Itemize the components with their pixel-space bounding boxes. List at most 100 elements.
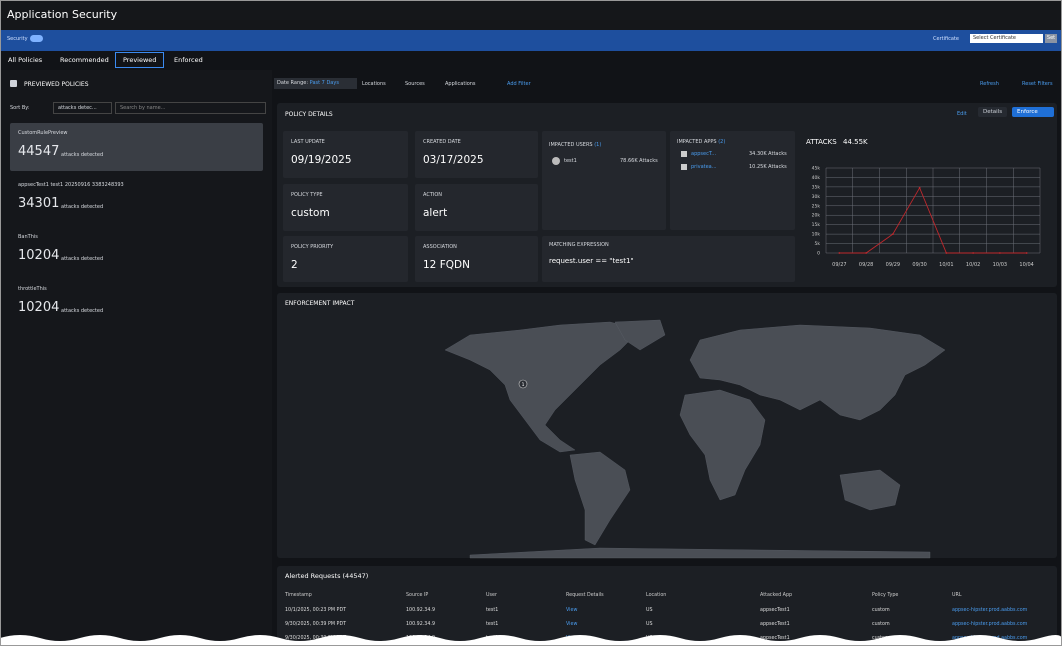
column-header: Request Details: [566, 592, 604, 598]
table-cell: 10/1/2025, 00:23 PM PDT: [285, 607, 346, 613]
column-header: Policy Type: [872, 592, 898, 598]
field-label: ACTION: [423, 192, 443, 198]
certificate-select[interactable]: Select Certificate: [970, 34, 1043, 43]
date-filter[interactable]: Date Range: Past 7 Days: [274, 78, 357, 89]
table-cell[interactable]: View: [566, 607, 577, 613]
expression-card: [542, 236, 795, 282]
field-card: [283, 184, 408, 231]
sort-select[interactable]: attacks detec...: [53, 102, 112, 114]
field-label: POLICY PRIORITY: [291, 244, 334, 250]
x-tick-label: 10/04: [1019, 262, 1033, 268]
column-header: Timestamp: [284, 592, 312, 598]
applications-filter[interactable]: Applications: [445, 81, 476, 87]
policies-icon: [10, 80, 17, 87]
sidebar-title: PREVIEWED POLICIES: [24, 81, 89, 88]
field-value: 03/17/2025: [423, 154, 484, 166]
users-card: [542, 131, 666, 230]
policy-name: BanThis: [18, 234, 38, 240]
apps-card: [670, 131, 795, 230]
search-input[interactable]: Search by name...: [115, 102, 266, 114]
point: [918, 186, 921, 189]
policy-name: throttleThis: [18, 286, 47, 292]
nav-tab[interactable]: Enforced: [174, 56, 203, 64]
table-cell: appsecTest1: [760, 607, 790, 613]
apps-title-text: IMPACTED APPS: [677, 139, 717, 145]
app-title: Application Security: [7, 8, 118, 21]
table-cell[interactable]: appsec-hipster.prod.aabbs.com: [952, 607, 1028, 613]
policy-count: 10204: [18, 300, 60, 315]
field-label: LAST UPDATE: [291, 139, 325, 145]
app-name: appsecT...: [691, 151, 717, 157]
table-cell: test1: [486, 607, 498, 613]
apps-count: (2): [718, 139, 726, 145]
user-icon: [552, 157, 560, 165]
security-label: Security: [7, 36, 28, 42]
table-cell: 100.92.34.9: [406, 621, 435, 627]
y-tick-label: 10k: [812, 232, 821, 238]
table-cell: custom: [872, 621, 890, 627]
x-tick-label: 10/02: [966, 262, 980, 268]
policy-count-label: attacks detected: [61, 256, 104, 262]
y-tick-label: 40k: [812, 175, 821, 181]
field-value: 2: [291, 259, 298, 271]
x-tick-label: 09/29: [886, 262, 900, 268]
chart-title: ATTACKS: [806, 138, 837, 146]
field-value: custom: [291, 207, 330, 219]
nav-tab[interactable]: Recommended: [60, 56, 109, 64]
table-cell: 9/30/2025, 00:39 PM PDT: [285, 621, 346, 627]
line: [839, 186, 1027, 254]
point: [865, 252, 868, 254]
point: [972, 252, 975, 254]
add-filter[interactable]: Add Filter: [507, 81, 531, 87]
reset-filters[interactable]: Reset Filters: [1022, 81, 1053, 87]
map-marker-label: 1: [522, 382, 525, 388]
policy-count: 44547: [18, 144, 60, 159]
user-attacks: 78.66K Attacks: [620, 158, 658, 164]
field-card: [415, 131, 538, 178]
policy-count-label: attacks detected: [61, 152, 104, 158]
table-cell: appsecTest1: [760, 635, 790, 641]
x-tick-label: 09/28: [859, 262, 873, 268]
world-map: [444, 319, 946, 559]
header: [0, 0, 1062, 30]
point: [838, 252, 841, 254]
y-tick-label: 35k: [812, 184, 821, 190]
map-marker[interactable]: [518, 379, 528, 389]
field-value: 09/19/2025: [291, 154, 352, 166]
policy-count-label: attacks detected: [61, 204, 104, 210]
field-card: [415, 184, 538, 231]
field-label: CREATED DATE: [423, 139, 461, 145]
column-header: Source IP: [406, 592, 428, 598]
edit-button[interactable]: Edit: [957, 111, 967, 117]
table-cell: 100.92.34.9: [406, 607, 435, 613]
table-cell[interactable]: View: [566, 621, 577, 627]
table-cell[interactable]: appsec-hipster.prod.aabbs.com: [952, 621, 1028, 627]
enforcement-title: ENFORCEMENT IMPACT: [285, 300, 355, 307]
y-tick-label: 15k: [812, 222, 821, 228]
policy-item[interactable]: [10, 123, 263, 171]
policy-count-label: attacks detected: [61, 308, 104, 314]
refresh-button[interactable]: Refresh: [980, 81, 999, 87]
locations-filter[interactable]: Locations: [362, 81, 386, 87]
users-title-text: IMPACTED USERS: [549, 142, 593, 148]
y-tick-label: 20k: [812, 213, 821, 219]
apps-title: IMPACTED APPS (2): [677, 139, 725, 145]
policy-name: CustomRulePreview: [18, 130, 68, 136]
sort-label: Sort By:: [10, 105, 30, 111]
sources-filter[interactable]: Sources: [405, 81, 425, 87]
security-toggle[interactable]: [30, 35, 43, 42]
requests-title: Alerted Requests (44547): [285, 572, 368, 580]
x-tick-label: 10/03: [993, 262, 1007, 268]
column-header: URL: [952, 592, 962, 598]
details-button[interactable]: Details: [978, 107, 1008, 117]
expression-label: MATCHING EXPRESSION: [549, 242, 609, 248]
enforce-button[interactable]: Enforce: [1012, 107, 1054, 117]
nav-tab[interactable]: All Policies: [8, 56, 43, 64]
set-button[interactable]: Set: [1045, 34, 1057, 43]
column-header: Location: [646, 592, 666, 598]
x-tick-label: 10/01: [939, 262, 953, 268]
field-value: alert: [423, 207, 448, 219]
policy-count: 10204: [18, 248, 60, 263]
app-name: privatea...: [691, 164, 717, 170]
nav-tab[interactable]: Previewed: [115, 52, 165, 68]
